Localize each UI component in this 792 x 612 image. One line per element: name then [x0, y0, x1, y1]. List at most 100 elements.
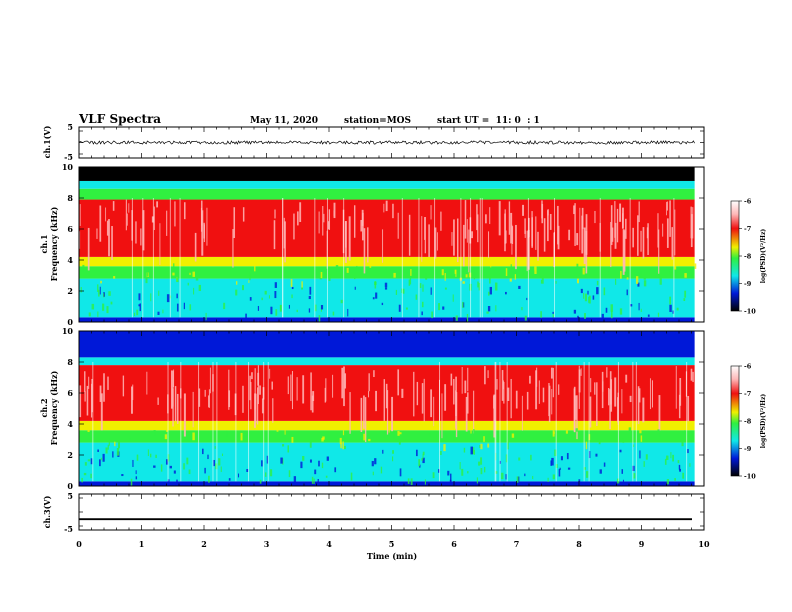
spectrogram-texture	[374, 458, 377, 465]
spectrogram-texture	[174, 386, 177, 422]
spectrogram-texture	[112, 451, 114, 458]
spectrogram-texture	[444, 272, 446, 281]
spectrogram-texture	[135, 221, 137, 244]
spectrogram-texture	[690, 206, 692, 239]
spectrogram-texture	[462, 301, 464, 308]
spectrogram-texture	[388, 429, 390, 433]
spectrogram-texture	[576, 263, 579, 271]
spectrogram-texture	[200, 207, 203, 232]
spectrogram-texture	[622, 479, 625, 483]
spectrogram-texture	[554, 198, 556, 318]
spectrogram-texture	[625, 218, 627, 239]
spectrogram-texture	[235, 289, 238, 296]
ch2-colorbar	[730, 365, 740, 477]
spectrogram-texture	[320, 304, 324, 310]
spectrogram-texture	[334, 467, 337, 473]
spectrogram-texture	[692, 207, 694, 239]
spectrogram-texture	[424, 216, 426, 254]
spectrogram-texture	[108, 219, 110, 257]
spectrogram-texture	[486, 311, 489, 314]
spectrogram-texture	[166, 210, 168, 236]
spectrogram-texture	[268, 295, 270, 299]
spectrogram-texture	[616, 208, 619, 243]
spectrogram-texture	[524, 473, 526, 477]
spectrogram-texture	[683, 298, 686, 301]
spectrogram-texture	[642, 227, 645, 259]
spectrogram-texture	[669, 200, 671, 237]
spectrogram-texture	[585, 214, 588, 255]
spectrogram-texture	[481, 198, 483, 318]
spectrogram-texture	[605, 307, 608, 313]
spectrogram-texture	[138, 293, 141, 301]
spectrogram-texture	[541, 277, 544, 284]
spectrogram-texture	[284, 427, 286, 435]
spectrogram-texture	[609, 389, 611, 430]
spectrogram-texture	[421, 311, 423, 316]
spectrogram-texture	[341, 367, 344, 399]
ch1-frequency-axis-label: Frequency (kHz)	[49, 206, 59, 281]
spectrogram-texture	[125, 199, 127, 231]
spectrogram-texture	[233, 207, 236, 239]
spectrogram-texture	[301, 281, 303, 288]
spectrogram-texture	[522, 204, 525, 216]
spectrogram-texture	[155, 454, 157, 458]
spectrogram-texture	[79, 385, 82, 418]
spectrogram-texture	[495, 305, 497, 312]
spectrogram-texture	[511, 226, 514, 244]
spectrogram-texture	[526, 297, 528, 301]
spectrogram-texture	[135, 470, 137, 475]
spectrogram-texture	[584, 313, 586, 319]
spectrogram-texture	[498, 201, 501, 236]
spectrogram-texture	[488, 291, 490, 296]
time-axis-label: Time (min)	[367, 551, 417, 561]
spectrogram-texture	[250, 381, 252, 410]
spectrogram-texture	[434, 227, 437, 259]
spectrogram-texture	[165, 459, 169, 465]
spectrogram-texture	[552, 314, 554, 318]
spectrogram-texture	[473, 390, 475, 434]
spectrogram-texture	[183, 202, 186, 220]
spectrogram-texture	[635, 362, 637, 482]
spectrogram-texture	[103, 373, 105, 402]
spectrogram-texture	[274, 291, 277, 299]
spectrogram-texture	[132, 384, 134, 401]
spectrogram-texture	[147, 449, 149, 457]
spectrogram-texture	[236, 281, 238, 285]
spectrogram-texture	[540, 279, 543, 284]
spectrogram-texture	[444, 287, 447, 290]
spectrogram-texture	[535, 216, 537, 250]
spectrogram-band	[79, 442, 695, 482]
spectrogram-texture	[207, 454, 209, 460]
spectrogram-texture	[461, 367, 463, 394]
spectrogram-texture	[291, 436, 294, 443]
spectrogram-texture	[422, 451, 425, 456]
spectrogram-texture	[583, 292, 585, 299]
spectrogram-texture	[440, 211, 442, 231]
spectrogram-texture	[246, 468, 249, 472]
spectrogram-texture	[608, 271, 610, 277]
spectrogram-texture	[314, 274, 318, 277]
spectrogram-texture	[643, 280, 647, 287]
spectrogram-texture	[673, 198, 675, 318]
spectrogram-texture	[614, 201, 616, 238]
spectrogram-texture	[449, 479, 452, 486]
spectrogram-texture	[269, 368, 271, 379]
spectrogram-texture	[274, 209, 276, 219]
spectrogram-texture	[293, 213, 295, 240]
spectrogram-texture	[484, 366, 486, 385]
spectrogram-texture	[585, 471, 589, 478]
spectrogram-texture	[639, 450, 641, 459]
spectrogram-texture	[220, 466, 222, 472]
spectrogram-texture	[601, 371, 604, 409]
spectrogram-texture	[186, 457, 189, 465]
spectrogram-texture	[692, 371, 694, 383]
ch3-waveform-frame	[78, 493, 705, 531]
spectrogram-texture	[610, 222, 612, 268]
spectrogram-texture	[477, 281, 479, 288]
spectrogram-texture	[363, 433, 366, 441]
spectrogram-texture	[456, 218, 459, 263]
spectrogram-texture	[198, 388, 201, 407]
spectrogram-texture	[317, 478, 319, 483]
colorbar-ticklabel: -8	[744, 253, 752, 261]
spectrogram-texture	[588, 273, 591, 278]
